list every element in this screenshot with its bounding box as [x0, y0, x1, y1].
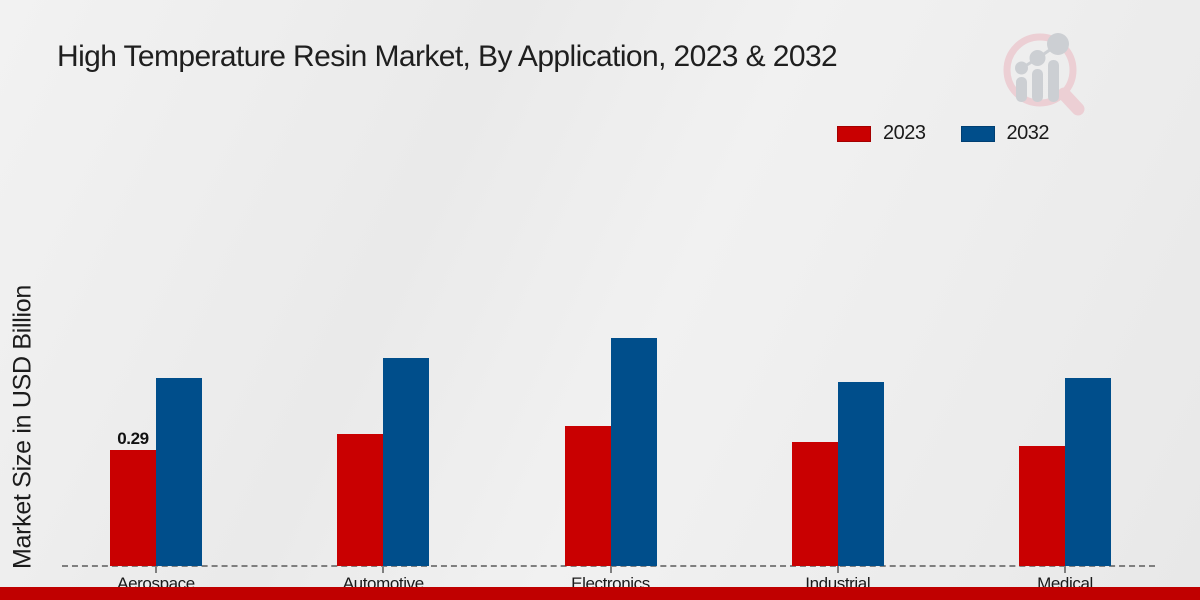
legend-label-2032: 2032	[1006, 122, 1050, 144]
bar-2023-aerospace	[110, 450, 156, 566]
legend-item-2023: 2023	[837, 122, 926, 145]
x-axis-tick	[609, 566, 612, 573]
legend-swatch-2032	[960, 125, 995, 142]
legend-swatch-2023	[837, 125, 871, 142]
chart-title: High Temperature Resin Market, By Applic…	[57, 40, 838, 73]
bar-2023-industrial	[791, 442, 838, 566]
x-axis-tick	[836, 566, 839, 573]
legend-label-2023: 2023	[883, 122, 926, 144]
x-axis-tick	[155, 566, 157, 573]
bar-2032-aerospace	[156, 378, 202, 566]
y-axis-label: Market Size in USD Billion	[8, 285, 37, 569]
x-axis-tick	[1064, 566, 1066, 573]
bar-value-label: 0.29	[117, 429, 149, 448]
x-axis-tick	[382, 566, 385, 573]
bar-2032-medical	[1065, 378, 1111, 566]
bar-2023-electronics	[564, 426, 611, 566]
x-axis-baseline	[62, 565, 1155, 567]
bar-2032-industrial	[837, 382, 884, 566]
magnifier-bar-chart-watermark-icon	[998, 30, 1090, 118]
bar-2032-automotive	[383, 358, 430, 566]
legend: 2023 2032	[837, 122, 1049, 145]
bar-2023-automotive	[337, 434, 384, 566]
bar-2032-electronics	[610, 338, 657, 566]
footer-accent-bar	[0, 587, 1200, 600]
legend-item-2032: 2032	[960, 122, 1050, 145]
bar-2023-medical	[1019, 446, 1065, 566]
